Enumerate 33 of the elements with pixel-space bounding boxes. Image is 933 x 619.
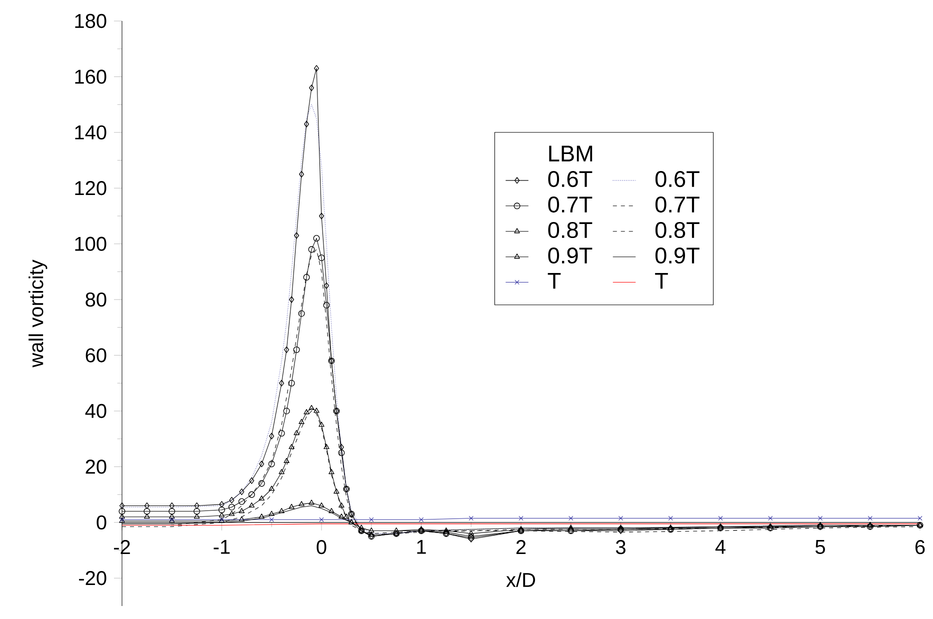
y-tick-label: 180 — [75, 14, 106, 28]
x-tick-label: 2 — [516, 540, 526, 554]
legend-label: T — [548, 272, 561, 289]
y-tick-label: 100 — [75, 236, 106, 251]
legend-label: 0.8T — [548, 222, 592, 238]
x-tick-label: 3 — [616, 540, 626, 554]
y-tick-label: 20 — [86, 460, 106, 474]
legend-label: 0.9T — [548, 247, 592, 264]
y-tick-label: 40 — [85, 404, 106, 418]
y-tick-label: -20 — [79, 571, 106, 586]
legend-label: 0.7T — [655, 196, 700, 213]
legend-label: T — [655, 272, 668, 289]
y-tick-label: 140 — [75, 125, 106, 140]
legend-label: 0.9T — [655, 247, 700, 264]
x-tick-label: -2 — [114, 540, 130, 554]
legend-title: LBM — [549, 146, 592, 162]
y-tick-label: 120 — [75, 181, 106, 196]
y-tick-label: 0 — [96, 515, 106, 530]
y-tick-label: 60 — [86, 348, 106, 362]
legend-label: 0.8T — [655, 222, 700, 238]
x-tick-label: 5 — [815, 540, 825, 554]
x-tick-label: 4 — [715, 540, 726, 554]
y-axis-title: wall vorticity — [28, 260, 48, 368]
y-tick-label: 80 — [86, 292, 106, 307]
x-tick-label: 1 — [417, 540, 426, 554]
legend-label: 0.6T — [548, 171, 592, 188]
legend-label: 0.6T — [655, 171, 700, 188]
legend-label: 0.7T — [548, 196, 592, 213]
y-tick-label: 160 — [75, 70, 106, 84]
x-tick-label: -1 — [214, 540, 230, 554]
x-tick-label: 0 — [316, 540, 326, 554]
x-axis-title: x/D — [506, 572, 536, 588]
x-tick-label: 6 — [915, 540, 925, 554]
